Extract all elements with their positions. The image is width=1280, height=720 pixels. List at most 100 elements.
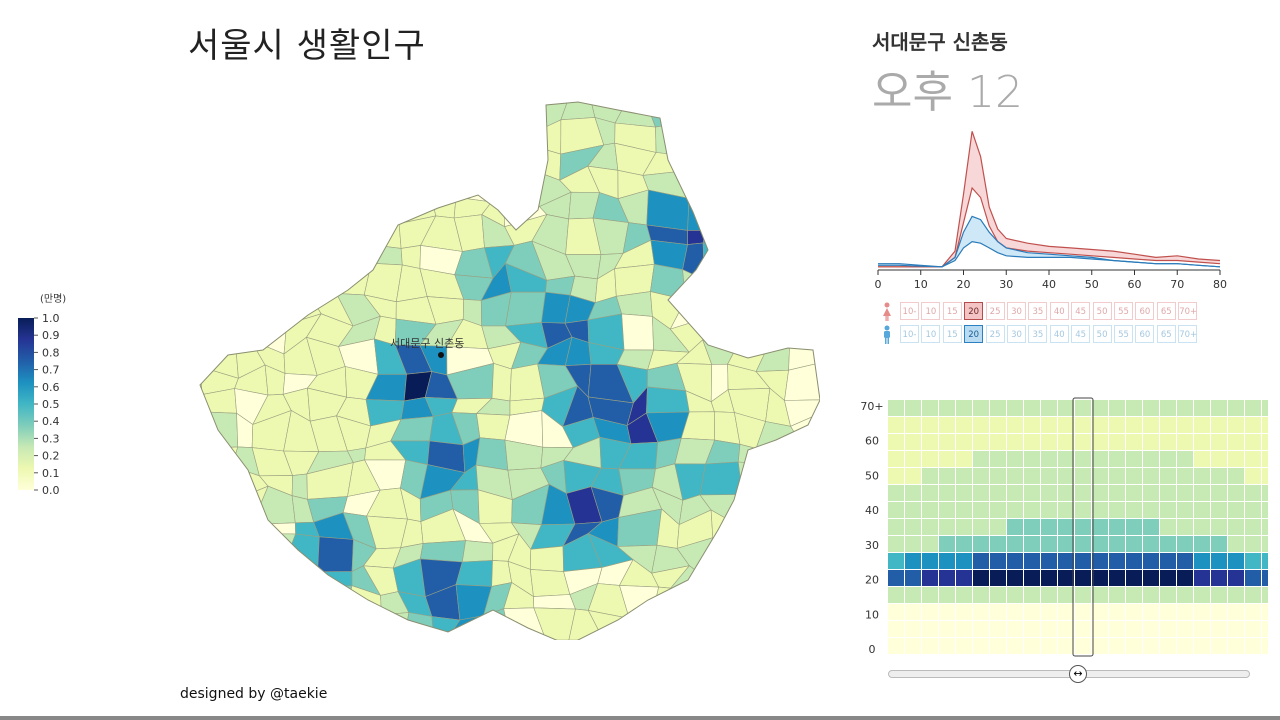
map-district[interactable] xyxy=(432,196,457,219)
heatmap-cell[interactable] xyxy=(1109,536,1125,552)
map-district[interactable] xyxy=(650,609,684,640)
heatmap-cell[interactable] xyxy=(1228,468,1244,484)
map-district[interactable] xyxy=(755,119,794,156)
map-district[interactable] xyxy=(148,464,178,497)
heatmap-cell[interactable] xyxy=(905,519,921,535)
heatmap-cell[interactable] xyxy=(1075,638,1091,654)
heatmap-cell[interactable] xyxy=(1228,451,1244,467)
heatmap-cell[interactable] xyxy=(922,536,938,552)
map-district[interactable] xyxy=(340,213,370,250)
heatmap-cell[interactable] xyxy=(888,417,904,433)
map-district[interactable] xyxy=(417,130,459,149)
map-district[interactable] xyxy=(364,100,403,130)
map-district[interactable] xyxy=(148,217,183,255)
age-filter-40[interactable]: 40 xyxy=(1049,302,1069,320)
heatmap-cell[interactable] xyxy=(1058,400,1074,416)
heatmap-cell[interactable] xyxy=(939,434,955,450)
heatmap-cell[interactable] xyxy=(1160,553,1176,569)
map-district[interactable] xyxy=(221,533,265,567)
map-district[interactable] xyxy=(308,214,354,252)
heatmap-cell[interactable] xyxy=(905,553,921,569)
heatmap-cell[interactable] xyxy=(1109,604,1125,620)
map-district[interactable] xyxy=(455,560,493,587)
map-district[interactable] xyxy=(793,609,821,640)
map-district[interactable] xyxy=(291,473,308,500)
age-filter-70+[interactable]: 70+ xyxy=(1178,302,1198,320)
map-district[interactable] xyxy=(175,196,213,222)
map-district[interactable] xyxy=(230,120,266,156)
map-district[interactable] xyxy=(454,177,493,203)
map-district[interactable] xyxy=(200,220,241,250)
map-district[interactable] xyxy=(727,265,770,296)
heatmap-cell[interactable] xyxy=(1058,519,1074,535)
age-filter-45[interactable]: 45 xyxy=(1071,302,1091,320)
heatmap-cell[interactable] xyxy=(1143,451,1159,467)
heatmap-cell[interactable] xyxy=(1194,604,1210,620)
heatmap-cell[interactable] xyxy=(973,621,989,637)
map-district[interactable] xyxy=(314,100,346,122)
map-district[interactable] xyxy=(226,248,267,273)
map-district[interactable] xyxy=(706,100,736,131)
heatmap-cell[interactable] xyxy=(888,604,904,620)
heatmap-cell[interactable] xyxy=(1177,638,1193,654)
heatmap-cell[interactable] xyxy=(905,638,921,654)
heatmap-cell[interactable] xyxy=(905,502,921,518)
heatmap-cell[interactable] xyxy=(939,604,955,620)
map-district[interactable] xyxy=(200,170,233,203)
age-filter-10[interactable]: 10 xyxy=(921,302,941,320)
heatmap-cell[interactable] xyxy=(1245,621,1261,637)
map-district[interactable] xyxy=(263,120,290,152)
heatmap-cell[interactable] xyxy=(1007,536,1023,552)
map-district[interactable] xyxy=(148,511,181,549)
heatmap-cell[interactable] xyxy=(1126,638,1142,654)
map-district[interactable] xyxy=(168,516,214,543)
age-filter-10-[interactable]: 10- xyxy=(900,302,919,320)
map-district[interactable] xyxy=(395,121,421,158)
heatmap-cell[interactable] xyxy=(1126,451,1142,467)
map-district[interactable] xyxy=(337,146,377,168)
heatmap-cell[interactable] xyxy=(1075,621,1091,637)
heatmap-cell[interactable] xyxy=(1228,400,1244,416)
heatmap-cell[interactable] xyxy=(939,519,955,535)
map-district[interactable] xyxy=(309,164,347,205)
heatmap-cell[interactable] xyxy=(1194,587,1210,603)
map-district[interactable] xyxy=(148,143,176,168)
heatmap-cell[interactable] xyxy=(939,638,955,654)
heatmap-cell[interactable] xyxy=(990,553,1006,569)
heatmap-cell[interactable] xyxy=(1024,638,1040,654)
male-age-filter[interactable]: 10- 10 15 20 25 30 35 40 45 50 55 60 65 70+ xyxy=(900,325,1200,345)
heatmap-cell[interactable] xyxy=(1211,604,1227,620)
map-district[interactable] xyxy=(288,140,313,168)
map-district[interactable] xyxy=(148,562,179,595)
heatmap-cell[interactable] xyxy=(990,604,1006,620)
heatmap-cell[interactable] xyxy=(1024,400,1040,416)
map-district[interactable] xyxy=(195,320,236,353)
heatmap-cell[interactable] xyxy=(1228,587,1244,603)
heatmap-cell[interactable] xyxy=(956,587,972,603)
map-district[interactable] xyxy=(670,587,715,624)
heatmap-cell[interactable] xyxy=(1177,570,1193,586)
heatmap-cell[interactable] xyxy=(1262,638,1268,654)
map-district[interactable] xyxy=(754,441,801,477)
heatmap-cell[interactable] xyxy=(888,553,904,569)
map-district[interactable] xyxy=(197,508,232,543)
heatmap-cell[interactable] xyxy=(905,485,921,501)
heatmap-cell[interactable] xyxy=(956,638,972,654)
map-district[interactable] xyxy=(176,496,214,525)
heatmap-cell[interactable] xyxy=(1245,536,1261,552)
map-district[interactable] xyxy=(729,123,764,142)
heatmap-cell[interactable] xyxy=(1228,485,1244,501)
map-district[interactable] xyxy=(755,609,799,640)
heatmap-cell[interactable] xyxy=(956,468,972,484)
map-district[interactable] xyxy=(787,119,820,156)
heatmap-cell[interactable] xyxy=(1211,570,1227,586)
heatmap-cell[interactable] xyxy=(939,536,955,552)
heatmap-cell[interactable] xyxy=(973,536,989,552)
heatmap-cell[interactable] xyxy=(973,502,989,518)
map-district[interactable] xyxy=(251,216,289,252)
map-district[interactable] xyxy=(618,615,653,640)
heatmap-cell[interactable] xyxy=(1143,519,1159,535)
map-district[interactable] xyxy=(741,545,773,572)
heatmap-cell[interactable] xyxy=(1228,536,1244,552)
heatmap-cell[interactable] xyxy=(1126,621,1142,637)
